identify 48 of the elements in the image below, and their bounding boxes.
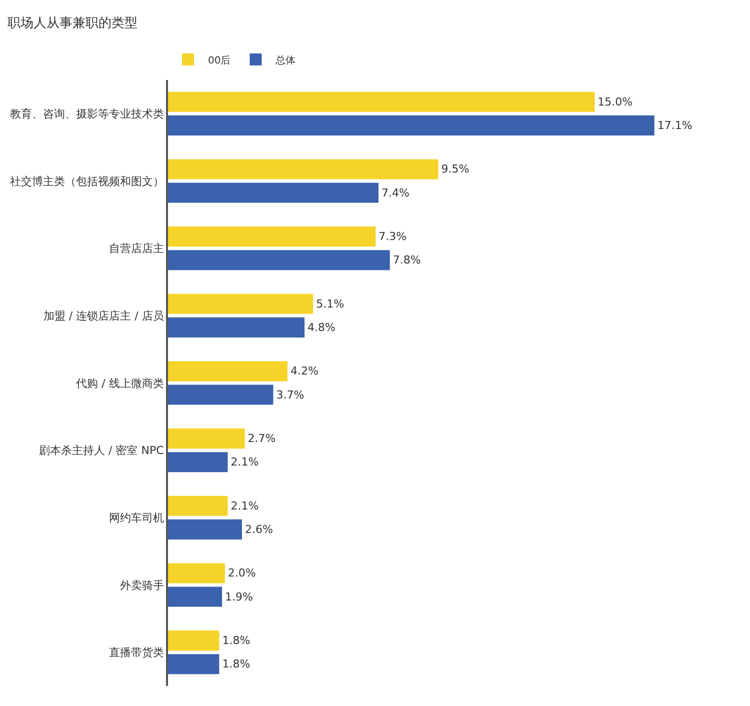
data-label: 2.7%	[248, 432, 276, 446]
bar	[168, 317, 305, 338]
data-label: 4.2%	[290, 364, 318, 378]
legend-label: 总体	[274, 54, 296, 66]
data-label: 7.8%	[392, 254, 421, 267]
bar	[168, 384, 274, 405]
bar	[168, 452, 228, 472]
y-tick-label: 代购 / 线上微商类	[75, 376, 164, 390]
data-label: 5.1%	[316, 297, 344, 310]
data-label: 1.8%	[222, 634, 250, 648]
bar	[168, 361, 288, 382]
data-label: 1.8%	[222, 658, 250, 671]
data-label: 17.1%	[657, 118, 692, 132]
bar	[168, 654, 220, 674]
y-tick-label: 教育、咨询、摄影等专业技术类	[10, 108, 164, 121]
data-label: 9.5%	[441, 162, 470, 176]
bar	[168, 428, 245, 449]
bar	[168, 294, 314, 314]
data-label: 7.3%	[378, 230, 407, 244]
chart-title: 职场人从事兼职的类型	[8, 16, 138, 31]
data-label: 2.6%	[244, 522, 273, 536]
bar	[168, 159, 438, 180]
y-tick-label: 社交博主类（包括视频和图文）	[10, 174, 164, 188]
bar	[168, 250, 390, 270]
bar	[168, 519, 242, 540]
legend-label: 00后	[208, 54, 231, 66]
bar	[168, 92, 595, 112]
y-tick-label: 自营店店主	[108, 242, 164, 256]
bar	[168, 496, 228, 516]
data-label: 4.8%	[308, 320, 336, 334]
bar	[168, 115, 654, 136]
data-label: 7.4%	[381, 186, 410, 200]
y-tick-label: 直播带货类	[108, 646, 164, 660]
bar	[168, 586, 222, 607]
data-label: 3.7%	[276, 388, 304, 402]
bar	[168, 630, 220, 651]
bar	[168, 563, 225, 584]
data-label: 15.0%	[598, 95, 633, 108]
y-tick-label: 加盟 / 连锁店店主 / 店员	[43, 310, 164, 323]
data-label: 1.9%	[225, 590, 253, 604]
bar	[168, 226, 376, 247]
data-label: 2.1%	[230, 499, 259, 512]
data-label: 2.1%	[230, 456, 259, 469]
y-tick-label: 剧本杀主持人 / 密室 NPC	[39, 444, 164, 458]
bar	[168, 182, 378, 203]
y-tick-label: 网约车司机	[108, 512, 164, 525]
y-tick-label: 外卖骑手	[120, 578, 164, 592]
data-label: 2.0%	[228, 566, 256, 580]
